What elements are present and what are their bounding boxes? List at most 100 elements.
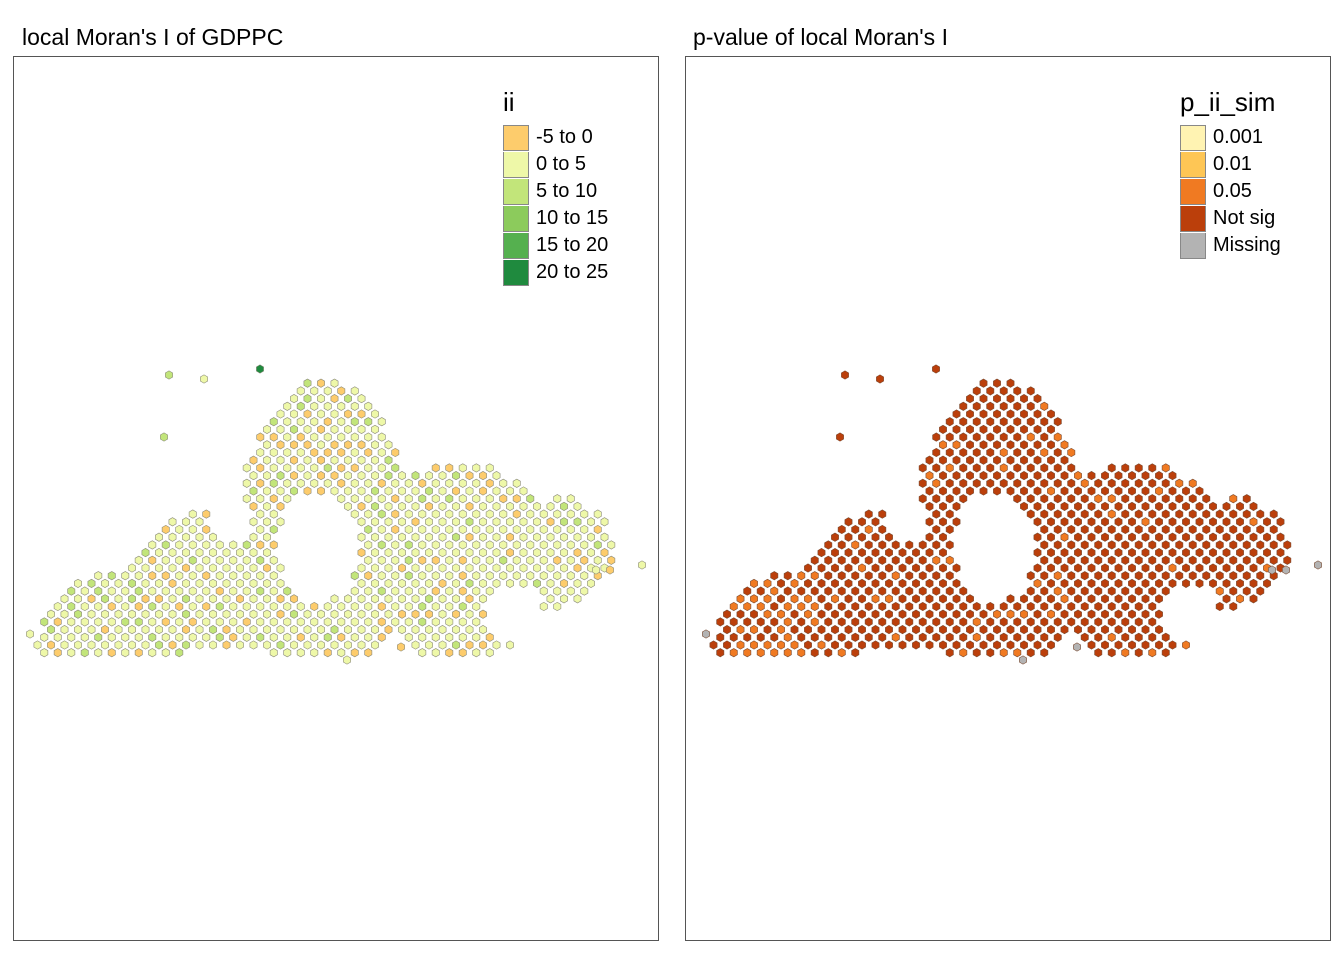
hex-cell xyxy=(67,648,76,658)
hex-cell xyxy=(566,509,575,519)
hex-cell xyxy=(458,648,467,658)
hex-cell xyxy=(959,432,968,442)
hex-cell xyxy=(101,609,109,619)
hex-cell xyxy=(364,571,373,581)
hex-cell xyxy=(40,617,49,627)
hex-cell xyxy=(1242,555,1251,565)
hex-cell xyxy=(1175,524,1184,535)
hex-cell xyxy=(939,625,947,635)
hex-cell xyxy=(431,509,440,519)
hex-cell xyxy=(526,555,535,565)
hex-cell xyxy=(1080,494,1089,504)
hex-cell xyxy=(959,632,968,642)
hex-cell xyxy=(80,586,89,596)
hex-cell xyxy=(458,463,467,473)
hex-cell xyxy=(249,486,258,496)
hex-cell xyxy=(1269,540,1278,550)
hex-cell xyxy=(1107,478,1116,488)
hex-cell xyxy=(242,478,251,488)
hex-cell xyxy=(736,594,745,604)
hex-cell xyxy=(1013,447,1022,458)
hex-cell xyxy=(472,463,481,473)
hex-cell xyxy=(1087,563,1096,573)
hex-cell xyxy=(1128,548,1136,558)
hex-cell xyxy=(1047,548,1055,558)
hex-cell xyxy=(925,486,934,496)
hex-cell xyxy=(67,586,76,596)
right-legend-title: p_ii_sim xyxy=(1180,87,1276,117)
hex-cell xyxy=(783,617,792,627)
hex-cell xyxy=(966,440,974,450)
hex-cell xyxy=(918,586,927,596)
hex-cell xyxy=(1094,601,1103,612)
hex-cell xyxy=(344,594,352,604)
hex-cell xyxy=(1114,578,1123,588)
hex-cell xyxy=(303,409,312,419)
hex-cell xyxy=(1222,563,1231,573)
hex-cell xyxy=(986,417,995,427)
hex-cell xyxy=(993,378,1001,388)
hex-cell xyxy=(972,617,981,627)
hex-cell xyxy=(939,440,947,450)
hex-cell xyxy=(168,578,177,588)
hex-cell xyxy=(310,432,319,442)
hex-cell xyxy=(972,648,981,658)
hex-cell xyxy=(999,417,1008,427)
hex-cell xyxy=(479,501,487,511)
hex-cell xyxy=(898,625,907,635)
hex-cell xyxy=(60,609,69,619)
hex-cell xyxy=(128,640,136,650)
hex-cell xyxy=(837,617,846,627)
hex-cell xyxy=(1121,571,1130,581)
hex-cell xyxy=(1195,517,1204,527)
hex-cell xyxy=(1209,578,1217,588)
hex-cell xyxy=(202,509,211,519)
hex-cell xyxy=(229,632,238,642)
hex-cell xyxy=(979,486,988,496)
hex-cell xyxy=(290,640,298,650)
hex-cell xyxy=(512,494,521,504)
hex-cell xyxy=(323,632,332,642)
hex-cell xyxy=(999,478,1008,488)
hex-cell xyxy=(932,478,941,488)
hex-cell xyxy=(1080,555,1089,565)
hex-cell xyxy=(560,594,568,604)
hex-cell xyxy=(263,594,271,604)
hex-cell xyxy=(979,424,988,434)
hex-cell xyxy=(898,548,907,558)
hex-cell xyxy=(263,548,271,558)
hex-cell xyxy=(263,424,271,434)
hex-cell xyxy=(952,640,961,650)
hex-cell xyxy=(1276,532,1285,542)
hex-cell xyxy=(1155,501,1163,511)
hex-cell xyxy=(350,648,359,658)
hex-cell xyxy=(743,617,752,627)
hex-cell xyxy=(445,617,454,627)
hex-cell xyxy=(215,540,224,550)
hex-cell xyxy=(1101,609,1109,619)
hex-cell xyxy=(128,578,136,588)
hex-cell xyxy=(723,640,731,650)
hex-cell xyxy=(1067,571,1076,581)
hex-cell xyxy=(858,517,866,527)
hex-cell xyxy=(418,524,427,535)
hex-cell xyxy=(303,394,312,404)
hex-cell xyxy=(1175,540,1184,550)
hex-cell xyxy=(107,571,116,581)
hex-cell xyxy=(357,548,366,558)
hex-cell xyxy=(425,548,433,558)
hex-cell xyxy=(824,540,833,550)
hex-cell xyxy=(539,571,548,581)
hex-cell xyxy=(148,555,157,565)
hex-cell xyxy=(182,640,190,650)
hex-cell xyxy=(175,571,184,581)
hex-cell xyxy=(438,486,447,496)
hex-cell xyxy=(458,494,467,504)
hex-cell xyxy=(344,409,352,419)
hex-cell xyxy=(452,640,460,650)
hex-cell xyxy=(1020,640,1028,650)
hex-cell xyxy=(303,455,312,465)
hex-cell xyxy=(993,409,1001,419)
hex-cell xyxy=(317,440,325,450)
hex-cell xyxy=(452,578,460,588)
